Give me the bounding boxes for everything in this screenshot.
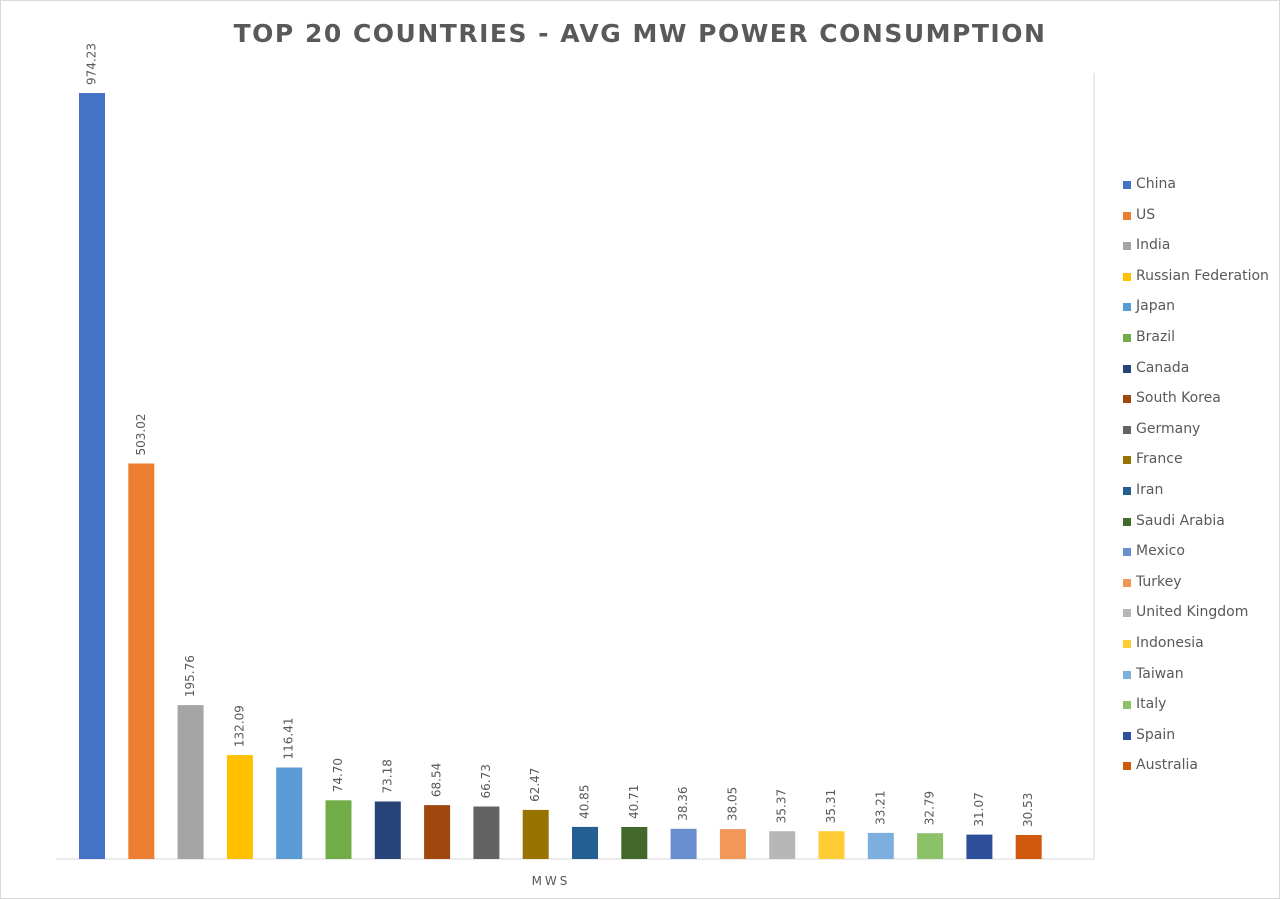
legend-label: United Kingdom — [1136, 604, 1249, 621]
data-label-us: 503.02 — [134, 414, 148, 456]
data-label-japan: 116.41 — [282, 718, 296, 760]
legend-label: Spain — [1136, 726, 1176, 743]
bar-japan — [276, 767, 303, 859]
bar-south-korea — [424, 805, 451, 859]
legend-swatch — [1123, 364, 1131, 373]
value-labels-group: 974.23 503.02 195.76 132.09 116.41 74.70 73.18… — [85, 43, 1036, 827]
legend-label: Japan — [1136, 298, 1176, 315]
legend-label: Brazil — [1136, 329, 1176, 345]
legend-swatch — [1123, 548, 1131, 557]
legend-swatch — [1123, 456, 1131, 465]
legend-swatch — [1123, 731, 1131, 740]
legend-label: Russian Federation — [1136, 267, 1269, 284]
bar-france — [522, 809, 549, 859]
legend-swatch — [1123, 487, 1131, 495]
bar-canada — [374, 801, 401, 859]
data-label-russian-federation: 132.09 — [232, 705, 246, 747]
data-label-saudi-arabia: 40.71 — [627, 785, 641, 819]
data-label-canada: 73.18 — [380, 759, 394, 793]
legend-label: Saudi Arabia — [1136, 512, 1225, 529]
bar-brazil — [325, 800, 352, 859]
legend-swatch — [1123, 334, 1131, 342]
legend-swatch — [1123, 211, 1131, 220]
bar-indonesia — [818, 831, 845, 859]
data-label-china: 974.23 — [85, 43, 99, 85]
bar-taiwan — [867, 832, 894, 859]
legend-label: Germany — [1136, 420, 1201, 437]
legend-swatch — [1123, 670, 1131, 679]
legend-label: China — [1136, 176, 1176, 192]
legend-label: Australia — [1136, 757, 1198, 774]
bar-germany — [473, 806, 500, 859]
legend-label: India — [1136, 237, 1171, 254]
bar-italy — [917, 833, 944, 859]
data-label-taiwan: 33.21 — [873, 791, 887, 825]
data-label-iran: 40.85 — [578, 785, 592, 819]
legend-label: Turkey — [1136, 573, 1182, 590]
bar-spain — [966, 834, 993, 859]
bars-group — [79, 93, 1042, 859]
data-label-mexico: 38.36 — [676, 786, 690, 820]
chart-title: TOP 20 COUNTRIES - AVG MW POWER CONSUMPT… — [233, 19, 1047, 48]
legend-swatch — [1123, 762, 1131, 771]
legend-swatch — [1123, 701, 1131, 710]
data-label-australia: 30.53 — [1021, 793, 1035, 827]
bar-iran — [572, 826, 598, 859]
legend-swatch — [1123, 425, 1131, 434]
bar-china — [79, 93, 105, 859]
bar-saudi-arabia — [621, 827, 648, 859]
legend-label: Taiwan — [1136, 665, 1184, 682]
legend-swatch — [1123, 242, 1131, 251]
legend-label: South Korea — [1136, 390, 1221, 407]
data-label-france: 62.47 — [528, 768, 542, 802]
data-label-germany: 66.73 — [479, 764, 493, 798]
legend-label: Mexico — [1136, 543, 1185, 560]
data-label-united-kingdom: 35.37 — [775, 789, 789, 823]
data-label-indonesia: 35.31 — [824, 789, 838, 823]
bar-united-kingdom — [769, 831, 796, 859]
data-label-brazil: 74.70 — [331, 758, 345, 792]
data-label-india: 195.76 — [183, 655, 197, 697]
legend-swatch — [1123, 517, 1131, 526]
data-label-spain: 31.07 — [972, 792, 986, 826]
legend-swatch — [1123, 272, 1131, 281]
legend-swatch — [1123, 640, 1131, 648]
legend-swatch — [1123, 181, 1131, 189]
bar-russian-federation — [226, 755, 253, 859]
legend-label: Iran — [1136, 482, 1164, 498]
legend-label: Indonesia — [1136, 635, 1204, 651]
x-axis-label: MWS — [532, 874, 571, 888]
bar-mexico — [670, 828, 697, 859]
data-label-turkey: 38.05 — [725, 787, 739, 821]
data-label-italy: 32.79 — [923, 791, 937, 825]
legend-swatch — [1123, 578, 1131, 587]
bar-turkey — [719, 829, 746, 859]
legend-label: France — [1136, 451, 1183, 468]
legend-swatch — [1123, 303, 1131, 312]
bar-us — [128, 463, 155, 859]
legend-swatch — [1123, 395, 1131, 404]
bar-australia — [1015, 835, 1042, 859]
legend-label: Canada — [1136, 359, 1190, 376]
bar-india — [177, 705, 204, 859]
legend-swatch — [1123, 609, 1131, 618]
legend-label: US — [1136, 206, 1156, 223]
legend-label: Italy — [1136, 696, 1167, 713]
data-label-south-korea: 68.54 — [430, 763, 444, 797]
